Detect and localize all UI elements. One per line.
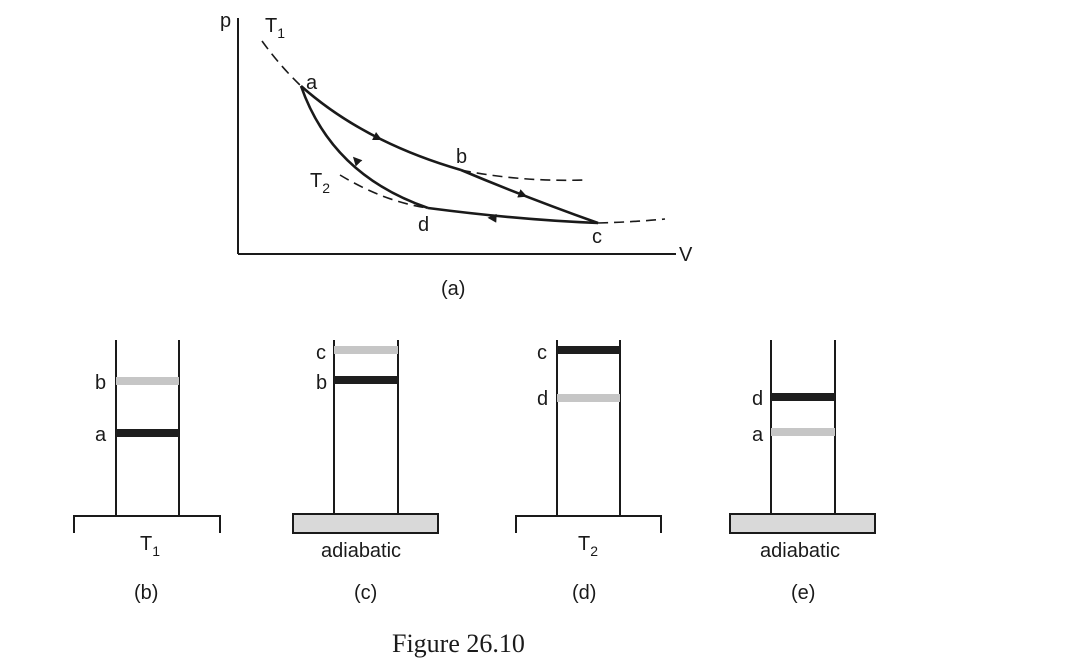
adiabatic-label: adiabatic: [760, 540, 840, 562]
piston-label: b: [95, 372, 106, 394]
isotherm-t1-label: T1: [265, 15, 285, 41]
insulating-base: [729, 513, 876, 534]
v-axis-label: V: [679, 244, 693, 266]
piston-label: a: [95, 424, 107, 446]
isotherms: [261, 40, 666, 224]
piston-final: [334, 346, 398, 354]
point-b-label: b: [456, 146, 467, 168]
process-ab: [300, 85, 462, 172]
isotherm-t2-lower: [597, 218, 666, 224]
carnot-cycle: [299, 85, 599, 225]
piston-initial: [334, 376, 398, 384]
pv-diagram: p V T1 T2 a b c d (a): [220, 10, 693, 300]
process-da: [299, 85, 429, 210]
pv-axes: [237, 18, 676, 255]
caption-a: (a): [441, 278, 465, 300]
piston-label: a: [752, 424, 764, 446]
insulating-base: [292, 513, 439, 534]
piston-final: [771, 428, 835, 436]
cylinder-b: b a T1 (b): [73, 340, 221, 604]
piston-label: c: [316, 342, 326, 364]
heat-reservoir: [73, 515, 221, 533]
point-d-label: d: [418, 214, 429, 236]
p-axis-label: p: [220, 10, 231, 32]
piston-label: b: [316, 372, 327, 394]
isotherm-t2-label: T2: [310, 170, 330, 196]
caption-e: (e): [791, 582, 815, 604]
heat-reservoir: [515, 515, 662, 533]
cylinder-d: c d T2 (d): [515, 340, 662, 604]
piston-label: c: [537, 342, 547, 364]
adiabatic-label: adiabatic: [321, 540, 401, 562]
point-c-label: c: [592, 226, 602, 248]
cylinder-e: d a adiabatic (e): [729, 340, 876, 604]
reservoir-label: T1: [140, 533, 160, 559]
piston-label: d: [537, 388, 548, 410]
piston-initial: [116, 429, 179, 437]
piston-label: d: [752, 388, 763, 410]
point-a-label: a: [306, 72, 318, 94]
process-cd: [427, 206, 599, 225]
isotherm-t1-upper: [261, 40, 302, 87]
caption-d: (d): [572, 582, 596, 604]
arrow-ab: [371, 131, 383, 141]
piston-initial: [771, 393, 835, 401]
process-bc: [460, 168, 599, 225]
reservoir-label: T2: [578, 533, 598, 559]
piston-initial: [557, 346, 620, 354]
arrow-bc: [517, 189, 528, 198]
figure-caption: Figure 26.10: [392, 629, 525, 658]
caption-b: (b): [134, 582, 158, 604]
cylinder-c: c b adiabatic (c): [292, 340, 439, 604]
piston-final: [116, 377, 179, 385]
piston-final: [557, 394, 620, 402]
cycle-arrows: [352, 131, 528, 223]
isotherm-t2-upper: [339, 174, 429, 209]
caption-c: (c): [354, 582, 377, 604]
